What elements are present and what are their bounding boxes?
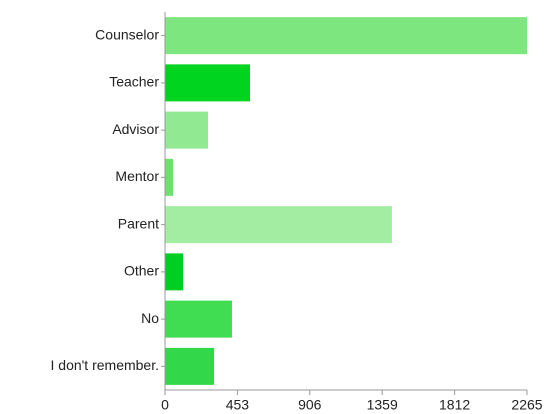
bar (165, 17, 527, 55)
y-tick-label: Other (124, 263, 159, 279)
x-tick-label: 2265 (511, 397, 542, 413)
bar (165, 300, 232, 338)
y-tick-label: Teacher (109, 74, 159, 90)
bar (165, 347, 215, 385)
x-tick-label: 1812 (439, 397, 470, 413)
bar (165, 253, 184, 291)
bar (165, 111, 208, 149)
y-tick-label: Counselor (95, 26, 159, 42)
y-tick-label: Parent (118, 215, 159, 231)
y-tick-label: Mentor (115, 168, 159, 184)
bar (165, 158, 173, 196)
y-tick-label: No (141, 310, 159, 326)
x-tick-label: 906 (298, 397, 322, 413)
y-tick-label: I don't remember. (51, 357, 160, 373)
bar (165, 64, 251, 102)
x-tick-label: 0 (161, 397, 169, 413)
x-tick-label: 453 (226, 397, 250, 413)
bar (165, 206, 392, 244)
x-tick-label: 1359 (367, 397, 398, 413)
y-tick-label: Advisor (112, 121, 159, 137)
